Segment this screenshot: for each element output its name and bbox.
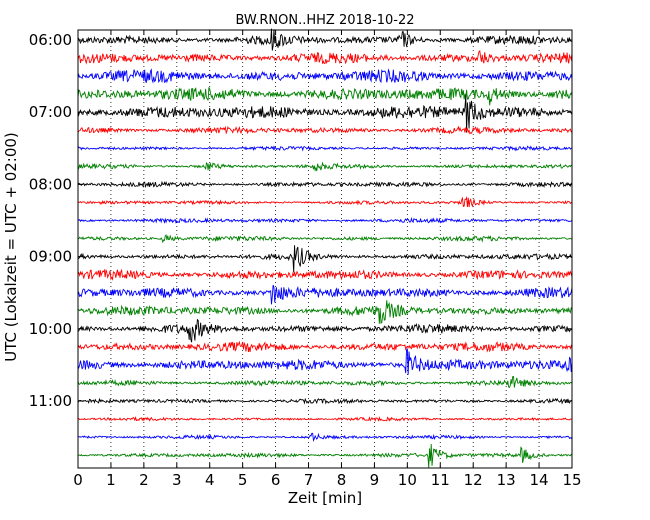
x-tick-label: 5 [238, 471, 248, 489]
x-tick-label: 2 [139, 471, 149, 489]
trace-0845 [77, 234, 573, 244]
trace-0730 [77, 145, 573, 152]
y-axis: 06:00 07:00 08:00 09:00 10:00 11:00 [29, 31, 572, 410]
plot-frame [77, 29, 573, 469]
trace-0630 [77, 68, 573, 84]
x-tick-label: 15 [562, 471, 581, 489]
y-axis-label: UTC (Lokalzeit = UTC + 02:00) [2, 132, 20, 362]
trace-1015 [77, 340, 573, 353]
trace-0615 [77, 49, 573, 65]
trace-1145 [77, 443, 573, 468]
x-tick-label: 8 [337, 471, 347, 489]
trace-0745 [77, 161, 573, 172]
trace-0945 [77, 300, 573, 324]
trace-0700 [77, 95, 573, 133]
trace-0715 [77, 125, 573, 135]
x-tick-label: 4 [205, 471, 215, 489]
trace-1045 [77, 376, 573, 389]
y-tick-label: 11:00 [29, 392, 72, 410]
x-tick-label: 3 [172, 471, 182, 489]
x-tick-label: 14 [530, 471, 549, 489]
x-tick-label: 13 [497, 471, 516, 489]
trace-1130 [77, 432, 573, 442]
x-axis-label: Zeit [min] [288, 489, 362, 507]
trace-1115 [77, 415, 573, 422]
y-tick-label: 07:00 [29, 103, 72, 121]
trace-1000 [77, 318, 573, 343]
trace-0900 [77, 245, 573, 273]
trace-1030 [77, 348, 573, 375]
y-tick-label: 09:00 [29, 248, 72, 266]
x-tick-label: 11 [431, 471, 450, 489]
x-axis: 0 1 2 3 4 5 6 7 8 9 10 11 12 13 14 15 [73, 30, 582, 489]
trace-0815 [77, 196, 573, 208]
x-tick-label: 12 [464, 471, 483, 489]
y-tick-label: 06:00 [29, 31, 72, 49]
x-tick-label: 6 [271, 471, 281, 489]
chart-title: BW.RNON..HHZ 2018-10-22 [235, 13, 414, 28]
x-tick-label: 7 [304, 471, 314, 489]
x-tick-label: 9 [370, 471, 380, 489]
plot-area [77, 28, 573, 469]
y-tick-label: 08:00 [29, 175, 72, 193]
x-tick-label: 10 [398, 471, 417, 489]
trace-0800 [77, 180, 573, 189]
trace-0600 [77, 28, 573, 51]
y-tick-label: 10:00 [29, 320, 72, 338]
x-tick-label: 1 [106, 471, 116, 489]
x-tick-label: 0 [73, 471, 83, 489]
trace-0645 [77, 87, 573, 106]
trace-0930 [77, 284, 573, 305]
trace-0915 [77, 268, 573, 281]
trace-1100 [77, 397, 573, 405]
trace-0830 [77, 217, 573, 224]
